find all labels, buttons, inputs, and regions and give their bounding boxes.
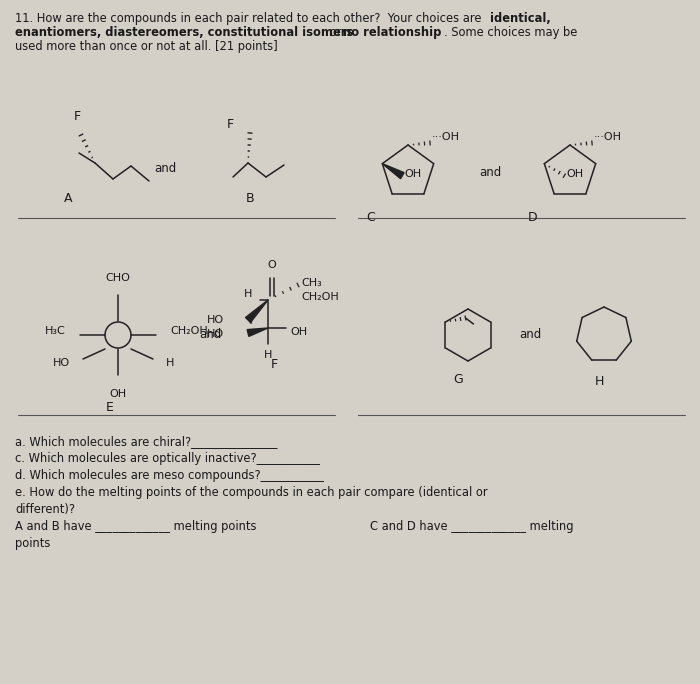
- Text: HO: HO: [207, 315, 224, 325]
- Text: D: D: [528, 211, 538, 224]
- Text: . Some choices may be: . Some choices may be: [444, 26, 578, 39]
- Text: H: H: [264, 350, 272, 360]
- Text: d. Which molecules are meso compounds?___________: d. Which molecules are meso compounds?__…: [15, 469, 324, 482]
- Text: identical,: identical,: [490, 12, 551, 25]
- Text: H₃C: H₃C: [46, 326, 66, 336]
- Text: a. Which molecules are chiral?_______________: a. Which molecules are chiral?__________…: [15, 435, 277, 448]
- Text: e. How do the melting points of the compounds in each pair compare (identical or: e. How do the melting points of the comp…: [15, 486, 488, 499]
- Text: CH₂OH: CH₂OH: [301, 292, 339, 302]
- Polygon shape: [247, 328, 268, 337]
- Text: G: G: [453, 373, 463, 386]
- Text: and: and: [519, 328, 541, 341]
- Text: F: F: [270, 358, 278, 371]
- Text: '': '': [248, 320, 253, 330]
- Text: A: A: [64, 192, 72, 205]
- Text: used more than once or not at all. [21 points]: used more than once or not at all. [21 p…: [15, 40, 278, 53]
- Text: OH: OH: [109, 389, 127, 399]
- Text: different)?: different)?: [15, 503, 75, 516]
- Text: CHO: CHO: [106, 273, 130, 283]
- Text: A and B have _____________ melting points: A and B have _____________ melting point…: [15, 520, 256, 533]
- Text: and: and: [154, 161, 176, 174]
- Text: C: C: [367, 211, 375, 224]
- Text: '': '': [248, 315, 253, 325]
- Text: H: H: [594, 375, 603, 388]
- Text: OH: OH: [290, 327, 307, 337]
- Text: ···OH: ···OH: [594, 132, 622, 142]
- Text: F: F: [74, 110, 80, 123]
- Text: O: O: [267, 260, 276, 270]
- Text: no relationship: no relationship: [343, 26, 442, 39]
- Polygon shape: [246, 300, 268, 322]
- Text: H: H: [244, 289, 252, 299]
- Text: or: or: [326, 26, 345, 39]
- Text: B: B: [246, 192, 254, 205]
- Text: enantiomers, diastereomers, constitutional isomers: enantiomers, diastereomers, constitution…: [15, 26, 354, 39]
- Text: 11. How are the compounds in each pair related to each other?  Your choices are: 11. How are the compounds in each pair r…: [15, 12, 485, 25]
- Text: CH₃: CH₃: [301, 278, 322, 288]
- Text: CH₂OH: CH₂OH: [170, 326, 208, 336]
- Text: F: F: [226, 118, 234, 131]
- Text: and: and: [479, 166, 501, 179]
- Text: ···OH: ···OH: [432, 132, 460, 142]
- Text: H: H: [166, 358, 174, 368]
- Text: HO: HO: [207, 329, 224, 339]
- Text: and: and: [199, 328, 221, 341]
- Text: OH: OH: [405, 169, 421, 179]
- Text: points: points: [15, 537, 50, 550]
- Text: C and D have _____________ melting: C and D have _____________ melting: [370, 520, 573, 533]
- Text: OH: OH: [566, 169, 583, 179]
- Polygon shape: [382, 163, 404, 179]
- Text: E: E: [106, 401, 114, 414]
- Text: c. Which molecules are optically inactive?___________: c. Which molecules are optically inactiv…: [15, 452, 320, 465]
- Text: HO: HO: [53, 358, 70, 368]
